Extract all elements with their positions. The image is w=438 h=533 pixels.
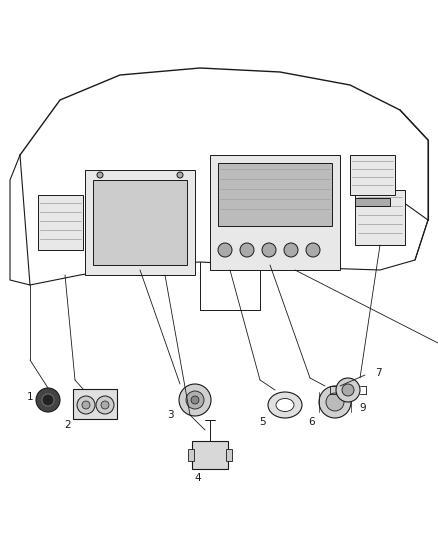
Circle shape <box>36 388 60 412</box>
Bar <box>355 198 390 206</box>
Circle shape <box>96 396 114 414</box>
Bar <box>218 163 332 226</box>
Circle shape <box>262 243 276 257</box>
Ellipse shape <box>276 399 294 411</box>
Circle shape <box>82 401 90 409</box>
Text: 7: 7 <box>374 368 381 378</box>
Text: 3: 3 <box>167 410 173 420</box>
Bar <box>38 195 83 250</box>
Bar <box>355 190 405 245</box>
Polygon shape <box>85 170 195 275</box>
Circle shape <box>218 243 232 257</box>
Bar <box>192 441 228 469</box>
Circle shape <box>326 393 344 411</box>
Circle shape <box>319 386 351 418</box>
Bar <box>188 449 194 461</box>
Bar <box>350 155 395 195</box>
Bar <box>226 449 232 461</box>
Circle shape <box>101 401 109 409</box>
Circle shape <box>42 394 54 406</box>
Circle shape <box>284 243 298 257</box>
Circle shape <box>186 391 204 409</box>
Text: 4: 4 <box>194 473 201 483</box>
Text: 9: 9 <box>360 403 366 413</box>
Circle shape <box>77 396 95 414</box>
Circle shape <box>97 172 103 178</box>
Circle shape <box>240 243 254 257</box>
Circle shape <box>177 172 183 178</box>
Bar <box>93 180 187 265</box>
Text: 5: 5 <box>260 417 266 427</box>
Text: 6: 6 <box>309 417 315 427</box>
Circle shape <box>342 384 354 396</box>
Circle shape <box>191 396 199 404</box>
Text: 2: 2 <box>65 420 71 430</box>
Circle shape <box>306 243 320 257</box>
Text: 1: 1 <box>27 392 33 402</box>
Bar <box>210 155 340 270</box>
Ellipse shape <box>268 392 302 418</box>
Circle shape <box>179 384 211 416</box>
Bar <box>73 389 117 419</box>
Circle shape <box>336 378 360 402</box>
